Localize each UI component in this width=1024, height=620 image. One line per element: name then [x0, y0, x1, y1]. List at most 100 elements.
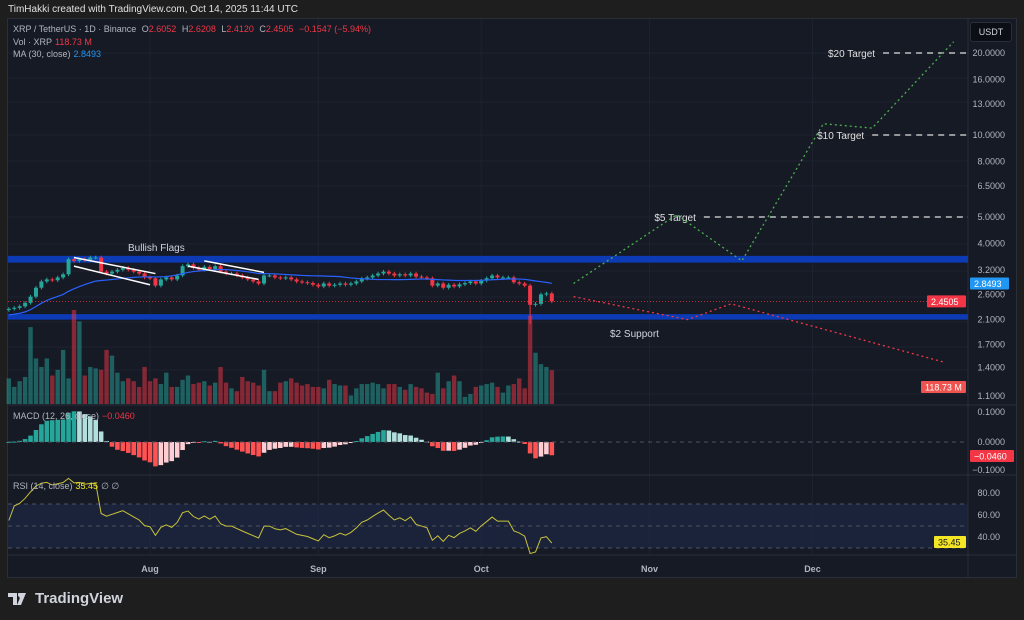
candle[interactable]	[430, 278, 435, 286]
candle[interactable]	[55, 277, 60, 281]
candle[interactable]	[71, 259, 76, 261]
candle[interactable]	[99, 257, 104, 272]
candle[interactable]	[468, 281, 473, 284]
candle[interactable]	[234, 273, 239, 276]
candle[interactable]	[218, 266, 223, 272]
candle[interactable]	[88, 257, 93, 260]
rsi-legend[interactable]: RSI (14, close) 35.45 ∅ ∅	[13, 481, 120, 491]
candle[interactable]	[348, 283, 353, 285]
candle[interactable]	[186, 264, 191, 267]
candle[interactable]	[517, 282, 522, 284]
candle[interactable]	[272, 275, 277, 278]
candle[interactable]	[180, 266, 185, 276]
candle[interactable]	[28, 296, 33, 303]
currency-button[interactable]: USDT	[970, 22, 1012, 42]
candle[interactable]	[115, 269, 120, 272]
candle[interactable]	[376, 273, 381, 276]
flag-line[interactable]	[73, 265, 151, 286]
candle[interactable]	[158, 279, 163, 286]
candle[interactable]	[109, 271, 114, 274]
time-axis-label[interactable]: Sep	[310, 564, 327, 574]
candle[interactable]	[50, 279, 55, 281]
candle[interactable]	[66, 259, 71, 275]
candle[interactable]	[495, 275, 500, 278]
candle[interactable]	[300, 281, 305, 283]
candle[interactable]	[267, 275, 272, 277]
candle[interactable]	[61, 274, 66, 278]
candle[interactable]	[338, 283, 343, 285]
candle[interactable]	[305, 282, 310, 284]
candle[interactable]	[93, 257, 98, 259]
candle[interactable]	[33, 287, 38, 297]
candle[interactable]	[473, 281, 478, 284]
candle[interactable]	[370, 275, 375, 278]
time-axis-label[interactable]: Nov	[641, 564, 658, 574]
volume-legend[interactable]: Vol · XRP 118.73 M	[13, 37, 92, 47]
candle[interactable]	[153, 278, 158, 286]
ma-legend[interactable]: MA (30, close) 2.8493	[13, 49, 102, 59]
chart-frame[interactable]	[7, 18, 1017, 578]
candle[interactable]	[397, 274, 402, 276]
candle[interactable]	[169, 277, 174, 280]
candle[interactable]	[278, 277, 283, 279]
candle[interactable]	[457, 284, 462, 287]
candle[interactable]	[120, 267, 125, 270]
candle[interactable]	[164, 277, 169, 280]
tradingview-logo[interactable]: TradingView	[8, 590, 123, 607]
candle[interactable]	[6, 308, 11, 311]
symbol-name[interactable]: XRP / TetherUS · 1D · Binance	[13, 24, 137, 34]
candle[interactable]	[419, 276, 424, 278]
candle[interactable]	[538, 294, 543, 304]
candle[interactable]	[262, 275, 267, 284]
candle[interactable]	[12, 307, 17, 309]
candle[interactable]	[424, 277, 429, 279]
flag-line[interactable]	[187, 265, 259, 281]
candle[interactable]	[17, 306, 22, 308]
candle[interactable]	[549, 293, 554, 302]
candle[interactable]	[289, 277, 294, 280]
candle[interactable]	[500, 277, 505, 279]
candle[interactable]	[528, 285, 533, 305]
candle[interactable]	[327, 283, 332, 286]
candle[interactable]	[251, 279, 256, 282]
time-axis-label[interactable]: Dec	[804, 564, 821, 574]
candle[interactable]	[452, 284, 457, 287]
candle[interactable]	[256, 281, 261, 284]
candle[interactable]	[522, 283, 527, 286]
candle[interactable]	[332, 284, 337, 286]
candle[interactable]	[435, 283, 440, 286]
flag-line[interactable]	[73, 256, 156, 275]
candle[interactable]	[202, 266, 207, 270]
candle[interactable]	[142, 273, 147, 278]
candle[interactable]	[104, 271, 109, 274]
macd-legend[interactable]: MACD (12, 26, close) −0.0460	[13, 411, 135, 421]
candle[interactable]	[44, 279, 49, 282]
candle[interactable]	[544, 293, 549, 295]
symbol-legend[interactable]: XRP / TetherUS · 1D · Binance O2.6052 H2…	[13, 24, 372, 34]
candle[interactable]	[408, 273, 413, 276]
candle[interactable]	[343, 283, 348, 285]
candle[interactable]	[23, 302, 28, 307]
candle[interactable]	[310, 283, 315, 285]
candle[interactable]	[403, 274, 408, 276]
candle[interactable]	[191, 264, 196, 268]
time-axis-label[interactable]: Oct	[474, 564, 489, 574]
candle[interactable]	[175, 275, 180, 280]
candle[interactable]	[316, 284, 321, 287]
candle[interactable]	[294, 279, 299, 282]
candle[interactable]	[131, 269, 136, 272]
candle[interactable]	[365, 277, 370, 279]
candle[interactable]	[359, 278, 364, 282]
candle[interactable]	[479, 280, 484, 284]
candle[interactable]	[511, 277, 516, 283]
candle[interactable]	[148, 277, 152, 279]
candle[interactable]	[446, 284, 451, 288]
candle[interactable]	[283, 277, 288, 279]
candle[interactable]	[77, 259, 82, 261]
time-axis-label[interactable]: Aug	[141, 564, 159, 574]
candle[interactable]	[213, 266, 218, 270]
candle[interactable]	[386, 271, 391, 274]
candle[interactable]	[381, 271, 386, 274]
candle[interactable]	[533, 303, 538, 305]
